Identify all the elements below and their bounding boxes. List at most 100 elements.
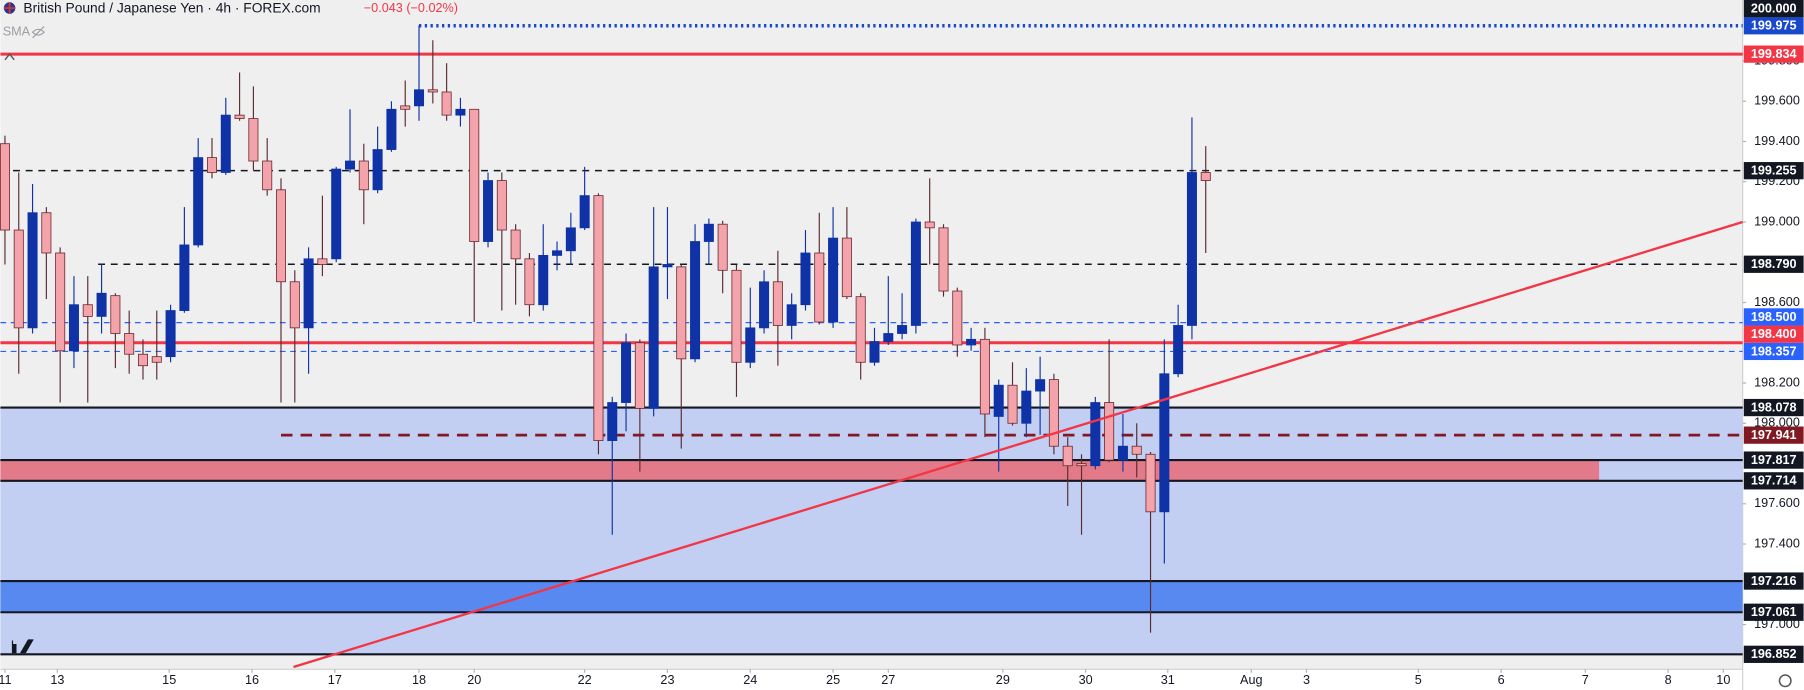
price-label-box — [1743, 426, 1804, 444]
candle-body — [303, 258, 314, 329]
x-tick-label: 24 — [743, 673, 757, 687]
x-tick-label: 15 — [162, 673, 176, 687]
candles — [0, 25, 1211, 633]
price-label: 197.941 — [1751, 428, 1797, 442]
gear[interactable] — [1778, 674, 1792, 688]
price-label-box — [1743, 162, 1804, 180]
candle-body — [745, 327, 756, 363]
candle-body — [234, 114, 245, 119]
candle-body — [151, 356, 162, 363]
tv-logo — [3, 639, 34, 654]
candle-body — [1007, 384, 1018, 424]
candle-body — [68, 304, 79, 352]
candle-body — [1090, 402, 1101, 467]
x-tick-label: 29 — [996, 673, 1010, 687]
x-tick-label: 23 — [660, 673, 674, 687]
collapse-button[interactable] — [4, 52, 15, 61]
candle-body — [27, 212, 38, 329]
x-tick-label: 11 — [0, 673, 12, 687]
x-tick-label: 30 — [1079, 673, 1093, 687]
price-label-box — [1743, 645, 1804, 663]
price-label: 198.400 — [1751, 327, 1797, 341]
x-tick-label: Aug — [1240, 673, 1263, 687]
price-label-box — [1743, 17, 1804, 35]
candle-body — [483, 180, 494, 242]
levels — [0, 24, 1743, 656]
settings-icon[interactable] — [1778, 674, 1792, 688]
candle-body — [1048, 379, 1059, 447]
time-axis — [0, 669, 1743, 690]
candle-body — [510, 229, 521, 260]
candle-body — [703, 223, 714, 242]
x-tick-label: 17 — [328, 673, 342, 687]
x-tick-label: 10 — [1716, 673, 1730, 687]
zone — [0, 460, 1600, 481]
price-label-box — [1743, 325, 1804, 343]
header-background — [0, 0, 461, 18]
candle-body — [96, 292, 107, 317]
candle-body — [759, 281, 770, 329]
x-tick-label: 31 — [1161, 673, 1175, 687]
candle-body — [897, 325, 908, 334]
visibility-icon[interactable] — [31, 26, 45, 39]
zones — [0, 407, 1743, 655]
indicator-label[interactable]: SMA — [3, 25, 31, 39]
candle-body — [883, 333, 894, 342]
price-label: 197.817 — [1751, 453, 1797, 467]
price-label: 200.000 — [1751, 2, 1797, 16]
price-label-box — [1743, 451, 1804, 469]
candle-body — [165, 310, 176, 358]
x-tick-label: 6 — [1498, 673, 1505, 687]
candle-body — [455, 108, 466, 116]
candle-body — [565, 227, 576, 252]
price-label: 197.714 — [1751, 474, 1797, 488]
price-label-box — [1743, 572, 1804, 590]
candle-body — [13, 229, 24, 329]
y-tick-label: 198.200 — [1754, 375, 1800, 389]
trendline-layer — [293, 220, 1743, 669]
price-change: −0.043 (−0.02%) — [364, 1, 458, 15]
candle-body — [938, 227, 949, 292]
x-tick-label: 20 — [467, 673, 481, 687]
candle-body — [496, 180, 507, 231]
candle-body — [855, 296, 866, 363]
candle-body — [1173, 325, 1184, 375]
candle-body — [648, 266, 659, 409]
y-tick-label: 199.600 — [1754, 94, 1800, 108]
zone — [0, 581, 1743, 613]
candle-body — [317, 258, 328, 265]
candle-body — [924, 221, 935, 229]
price-label: 198.357 — [1751, 344, 1797, 358]
price-label-box — [1743, 342, 1804, 361]
candle-body — [979, 338, 990, 415]
candle-body — [1021, 390, 1032, 424]
x-tick-label: 18 — [412, 673, 426, 687]
candle-body — [538, 255, 549, 306]
candle-body — [1117, 445, 1128, 461]
candle-body — [441, 91, 452, 116]
candle-body — [1035, 379, 1046, 392]
y-tick-label: 197.400 — [1754, 536, 1800, 550]
flag-cross — [3, 2, 16, 14]
candle-body — [386, 108, 397, 150]
candle-body — [275, 189, 287, 283]
x-tick-label: 3 — [1303, 673, 1310, 687]
candle-body — [593, 195, 604, 441]
price-label-box — [1743, 45, 1804, 63]
candle-body — [220, 114, 231, 173]
candle-body — [717, 223, 728, 271]
candle-body — [372, 149, 383, 191]
candle-body — [137, 353, 148, 367]
candle-body — [993, 384, 1004, 417]
y-tick-label: 199.000 — [1754, 214, 1800, 228]
candle-body — [552, 250, 563, 256]
candle-body — [800, 252, 811, 306]
candle-body — [841, 237, 852, 298]
x-tick-label: 16 — [245, 673, 259, 687]
x-tick-label: 22 — [578, 673, 592, 687]
price-label: 198.500 — [1751, 310, 1797, 324]
price-label-box — [1743, 308, 1804, 326]
candle-body — [634, 342, 645, 409]
